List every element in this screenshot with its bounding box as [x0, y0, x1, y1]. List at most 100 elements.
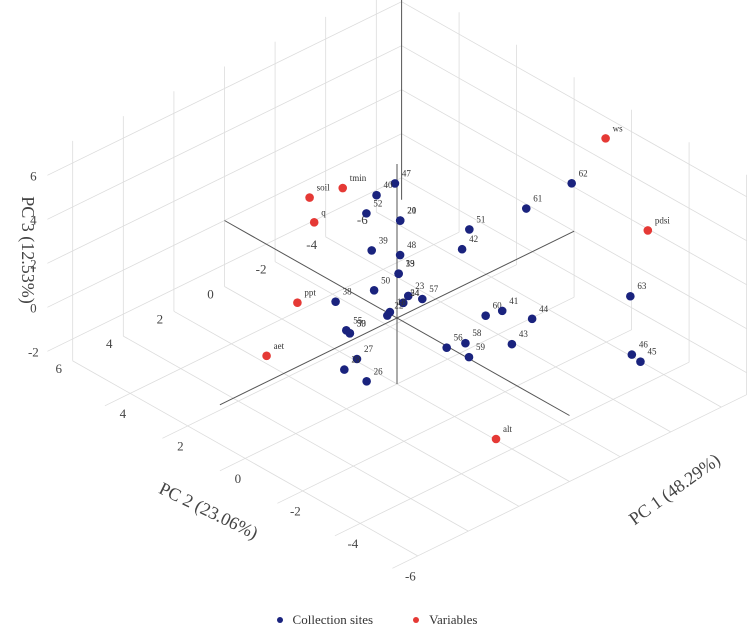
data-point-label: 21 — [407, 206, 416, 216]
data-point-label: 63 — [637, 281, 647, 291]
data-point-label: q — [321, 207, 326, 217]
data-point-collection-sites[interactable] — [418, 294, 427, 304]
pc2-axis-title: PC 2 (23.06%) — [155, 478, 261, 544]
pc2-tick-label: 4 — [106, 336, 113, 351]
data-point-label: 19 — [406, 259, 416, 269]
data-point-label: 50 — [381, 275, 391, 285]
data-point-collection-sites[interactable] — [362, 376, 371, 386]
pc1-tick-label: 4 — [120, 406, 127, 421]
data-point-label: 48 — [407, 240, 417, 250]
pc3-tick-label: 2 — [30, 256, 37, 271]
data-point-collection-sites[interactable] — [507, 339, 517, 349]
data-point-label: 33 — [406, 259, 416, 269]
legend-item-variables[interactable]: Variables — [413, 612, 477, 628]
data-point-label: 61 — [533, 194, 542, 204]
data-point-collection-sites[interactable] — [497, 306, 507, 316]
data-point-label: 62 — [579, 168, 588, 178]
data-point-variables[interactable] — [643, 226, 653, 235]
pc1-tick-label: -4 — [347, 536, 358, 551]
data-point-collection-sites[interactable] — [465, 225, 474, 234]
data-point-label: 27 — [364, 344, 374, 354]
data-point-label: 59 — [476, 342, 486, 352]
grid-line — [72, 360, 418, 557]
data-point-label: tmin — [350, 173, 367, 183]
data-point-label: 46 — [639, 340, 649, 350]
data-point-variables[interactable] — [601, 134, 610, 143]
data-point-variables[interactable] — [338, 183, 348, 193]
pc1-tick-label: -6 — [405, 568, 416, 583]
data-point-label: 18 — [397, 297, 407, 307]
data-point-label: alt — [503, 424, 512, 434]
legend-item-collection-sites[interactable]: Collection sites — [276, 612, 373, 628]
data-point-label: 41 — [509, 296, 518, 306]
data-point-label: pdsi — [655, 215, 671, 225]
data-point-collection-sites[interactable] — [398, 298, 408, 308]
data-point-label: 53 — [357, 318, 367, 328]
data-point-label: 22 — [394, 301, 403, 311]
data-point-label: 20 — [407, 206, 417, 216]
pc3-axis-title: PC 3 (12.53%) — [17, 196, 38, 304]
data-point-label: 58 — [472, 328, 482, 338]
data-point-collection-sites[interactable] — [340, 365, 349, 374]
data-point-label: 55 — [353, 315, 363, 325]
data-point-label: soil — [317, 183, 331, 193]
data-point-label: 45 — [647, 347, 657, 357]
data-point-label: 28 — [351, 355, 361, 365]
data-point-collection-sites[interactable] — [464, 352, 474, 362]
data-point-label: 54 — [410, 288, 420, 298]
data-point-collection-sites[interactable] — [331, 297, 340, 306]
data-point-collection-sites[interactable] — [627, 350, 637, 359]
data-point-collection-sites[interactable] — [395, 250, 405, 260]
data-point-collection-sites[interactable] — [394, 269, 403, 278]
data-point-label: 51 — [476, 214, 485, 224]
data-point-collection-sites[interactable] — [567, 178, 576, 188]
data-point-label: 56 — [454, 333, 464, 343]
data-point-collection-sites[interactable] — [352, 354, 362, 364]
data-point-label: 26 — [374, 366, 384, 376]
data-point-label: aet — [274, 341, 285, 351]
grid-line — [376, 211, 722, 408]
pc3-tick-label: -2 — [28, 344, 39, 359]
data-point-label: 52 — [373, 198, 382, 208]
data-point-variables[interactable] — [293, 298, 302, 308]
data-point-collection-sites[interactable] — [362, 209, 371, 218]
data-point-collection-sites[interactable] — [372, 190, 381, 200]
data-point-collection-sites[interactable] — [461, 338, 470, 348]
legend-marker-variables — [413, 617, 420, 623]
pc3-tick-label: 6 — [30, 168, 37, 183]
data-point-collection-sites[interactable] — [390, 179, 400, 188]
pc3-tick-label: 0 — [30, 300, 37, 315]
grid-line — [173, 310, 520, 507]
pc3-tick-label: 4 — [30, 212, 37, 227]
data-point-label: 38 — [343, 287, 353, 297]
data-point-collection-sites[interactable] — [481, 311, 490, 320]
data-point-collection-sites[interactable] — [636, 357, 645, 366]
data-point-label: ws — [613, 123, 623, 133]
data-point-collection-sites[interactable] — [527, 314, 537, 324]
data-point-collection-sites[interactable] — [457, 244, 467, 254]
data-point-variables[interactable] — [305, 193, 314, 202]
data-point-label: 42 — [469, 234, 478, 244]
data-point-collection-sites[interactable] — [395, 216, 405, 225]
data-point-collection-sites[interactable] — [369, 286, 379, 295]
pc1-tick-label: 2 — [177, 438, 184, 453]
data-point-label: 23 — [415, 281, 425, 291]
pc2-tick-label: 6 — [55, 361, 62, 376]
data-point-label: 39 — [379, 235, 389, 245]
legend-marker-collection-sites — [276, 617, 283, 623]
data-point-collection-sites[interactable] — [626, 291, 635, 301]
data-point-collection-sites[interactable] — [442, 343, 451, 352]
data-point-label: 30 — [357, 318, 367, 328]
data-point-variables[interactable] — [309, 218, 319, 227]
data-point-collection-sites[interactable] — [521, 204, 531, 213]
data-point-collection-sites[interactable] — [383, 311, 392, 320]
data-point-collection-sites[interactable] — [367, 246, 377, 255]
data-point-label: 40 — [384, 180, 394, 190]
pc2-tick-label: 2 — [157, 311, 164, 326]
data-point-variables[interactable] — [491, 434, 501, 444]
data-point-collection-sites[interactable] — [403, 291, 413, 301]
data-point-variables[interactable] — [262, 351, 271, 361]
data-point-collection-sites[interactable] — [345, 329, 355, 338]
